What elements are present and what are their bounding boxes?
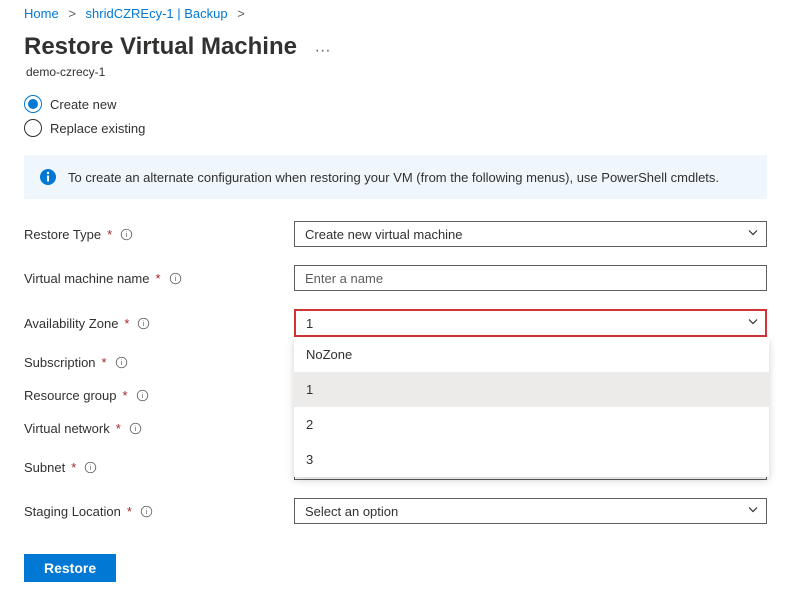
radio-indicator — [24, 119, 42, 137]
staging-location-label: Staging Location* i — [24, 504, 294, 519]
info-icon — [40, 169, 56, 185]
staging-location-select[interactable]: Select an option — [294, 498, 767, 524]
restore-type-label: Restore Type* i — [24, 227, 294, 242]
vm-name-label: Virtual machine name* i — [24, 271, 294, 286]
info-banner: To create an alternate configuration whe… — [24, 155, 767, 199]
subscription-label: Subscription* i — [24, 355, 294, 370]
page-subtitle: demo-czrecy-1 — [26, 65, 767, 79]
restore-type-select[interactable]: Create new virtual machine — [294, 221, 767, 247]
help-icon[interactable]: i — [169, 272, 182, 285]
help-icon[interactable]: i — [136, 389, 149, 402]
az-option-1[interactable]: 1 — [294, 372, 769, 407]
breadcrumb-sep: > — [237, 6, 245, 21]
breadcrumb-home[interactable]: Home — [24, 6, 59, 21]
az-option-2[interactable]: 2 — [294, 407, 769, 442]
availability-zone-label: Availability Zone* i — [24, 316, 294, 331]
help-icon[interactable]: i — [120, 228, 133, 241]
svg-text:i: i — [174, 273, 176, 282]
page-title: Restore Virtual Machine — [24, 33, 297, 61]
subnet-label: Subnet* i — [24, 460, 294, 475]
info-text: To create an alternate configuration whe… — [68, 170, 719, 185]
help-icon[interactable]: i — [115, 356, 128, 369]
help-icon[interactable]: i — [140, 505, 153, 518]
breadcrumb: Home > shridCZREcy-1 | Backup > — [24, 6, 767, 21]
breadcrumb-sep: > — [68, 6, 76, 21]
vm-name-input[interactable] — [294, 265, 767, 291]
restore-button[interactable]: Restore — [24, 554, 116, 582]
svg-text:i: i — [126, 229, 128, 238]
virtual-network-label: Virtual network* i — [24, 421, 294, 436]
more-actions-button[interactable]: ··· — [315, 42, 331, 60]
az-option-nozone[interactable]: NoZone — [294, 337, 769, 372]
radio-indicator — [24, 95, 42, 113]
restore-mode-radio-group: Create new Replace existing — [24, 95, 767, 137]
svg-text:i: i — [146, 506, 148, 515]
resource-group-label: Resource group* i — [24, 388, 294, 403]
availability-zone-dropdown: NoZone 1 2 3 — [294, 337, 769, 477]
help-icon[interactable]: i — [84, 461, 97, 474]
radio-replace-existing[interactable]: Replace existing — [24, 119, 767, 137]
svg-text:i: i — [90, 462, 92, 471]
breadcrumb-backup[interactable]: shridCZREcy-1 | Backup — [86, 6, 228, 21]
az-option-3[interactable]: 3 — [294, 442, 769, 477]
radio-create-new[interactable]: Create new — [24, 95, 767, 113]
radio-replace-existing-label: Replace existing — [50, 121, 145, 136]
radio-create-new-label: Create new — [50, 97, 116, 112]
svg-text:i: i — [143, 318, 145, 327]
availability-zone-select[interactable]: 1 — [294, 309, 767, 337]
help-icon[interactable]: i — [137, 317, 150, 330]
svg-text:i: i — [120, 358, 122, 367]
svg-text:i: i — [135, 424, 137, 433]
svg-text:i: i — [141, 391, 143, 400]
help-icon[interactable]: i — [129, 422, 142, 435]
